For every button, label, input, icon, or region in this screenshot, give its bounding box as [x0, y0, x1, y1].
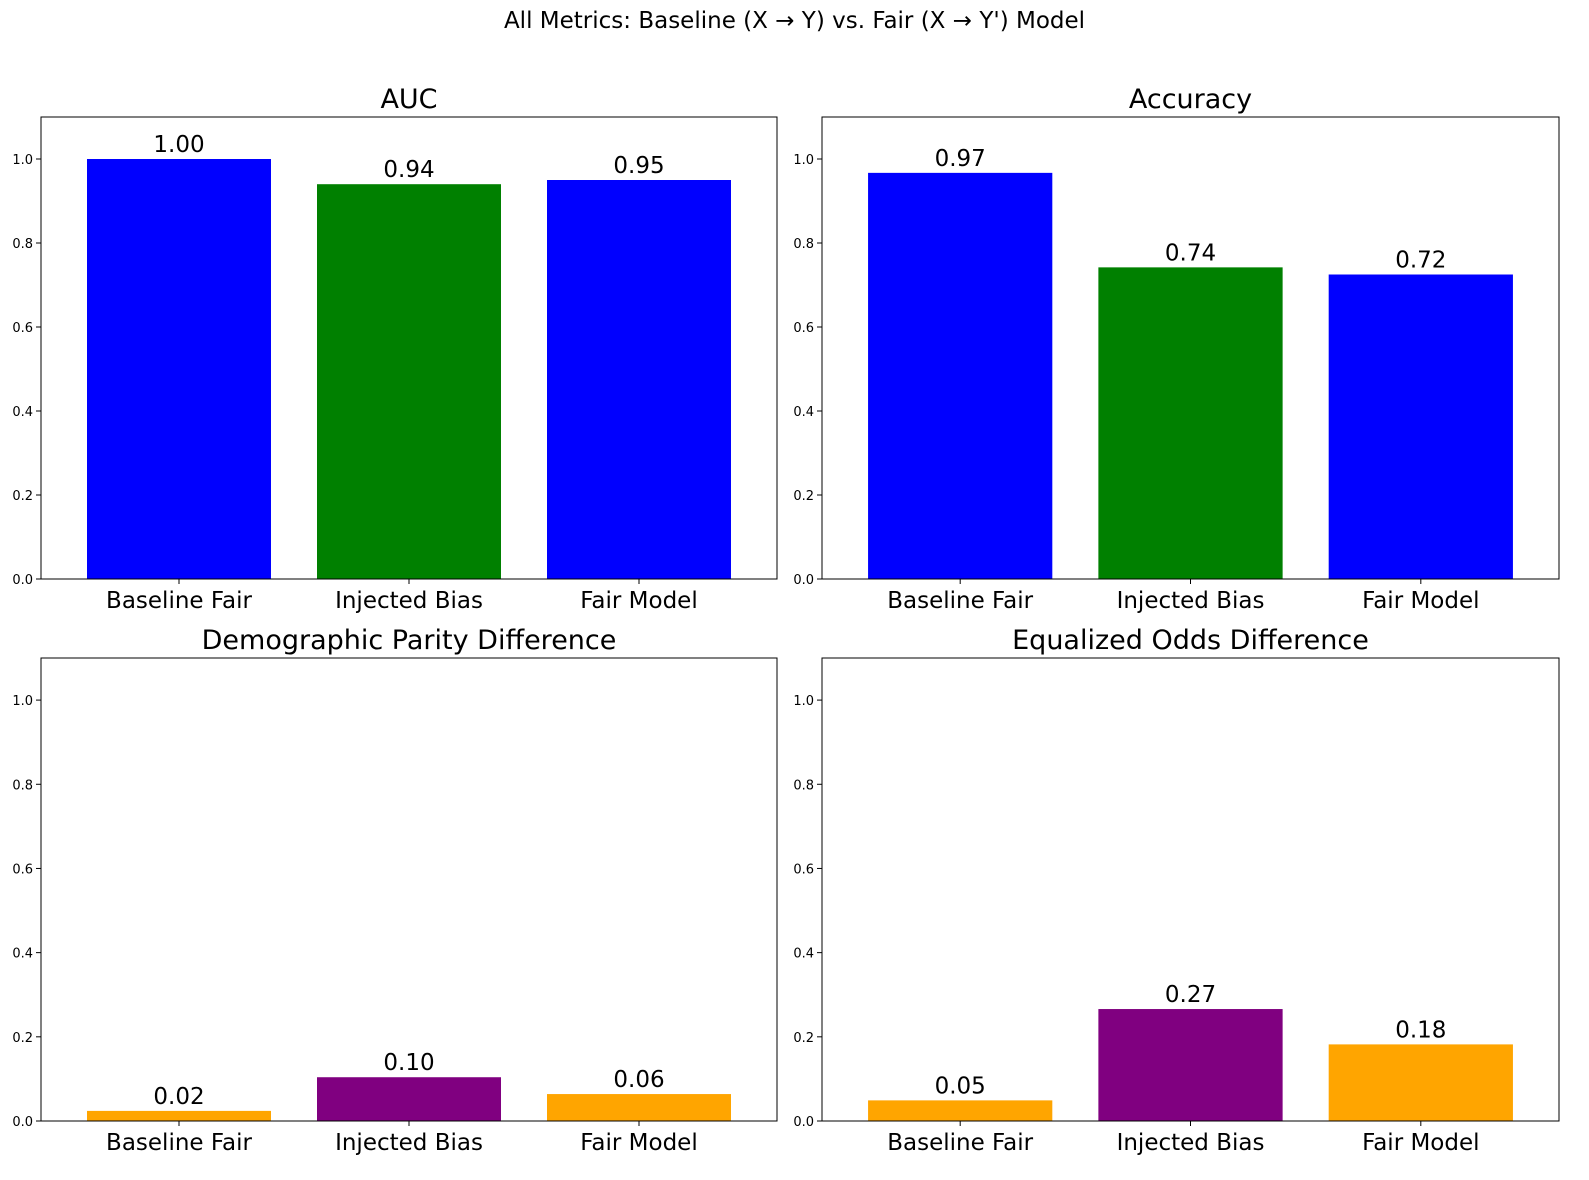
equalized-odds-bar-injected-bias	[1098, 1009, 1283, 1121]
accuracy-data-label: 0.72	[1395, 248, 1446, 274]
demographic-parity-x-tick-label: Baseline Fair	[106, 1130, 252, 1156]
accuracy-y-tick-label: 0.2	[793, 489, 814, 504]
figure-suptitle: All Metrics: Baseline (X → Y) vs. Fair (…	[504, 8, 1085, 34]
equalized-odds-x-tick-label: Baseline Fair	[887, 1130, 1033, 1156]
auc-y-tick-label: 0.4	[12, 405, 33, 420]
equalized-odds-y-tick-label: 0.2	[793, 1031, 814, 1046]
equalized-odds-y-tick-label: 1.0	[793, 694, 814, 709]
accuracy-y-tick-label: 0.0	[793, 573, 814, 588]
accuracy-title: Accuracy	[1129, 84, 1252, 115]
auc-bar-baseline-fair	[87, 159, 271, 579]
accuracy-y-tick-label: 0.6	[793, 321, 814, 336]
accuracy-x-tick-label: Baseline Fair	[887, 588, 1033, 614]
auc-y-tick-label: 0.6	[12, 321, 33, 336]
accuracy-axes-frame	[821, 116, 1560, 580]
demographic-parity-y-tick-label: 0.6	[12, 862, 33, 877]
equalized-odds-data-label: 0.27	[1165, 982, 1216, 1008]
auc-data-label: 0.95	[613, 153, 664, 179]
accuracy-x-tick-label: Injected Bias	[1117, 588, 1265, 614]
demographic-parity-x-tick-label: Fair Model	[580, 1130, 697, 1156]
demographic-parity-bar-baseline-fair	[87, 1110, 271, 1121]
demographic-parity-data-label: 0.02	[153, 1084, 204, 1110]
auc-x-tick-label: Fair Model	[580, 588, 697, 614]
equalized-odds-y-tick-label: 0.6	[793, 862, 814, 877]
equalized-odds-data-label: 0.05	[935, 1073, 986, 1099]
equalized-odds-axes-frame	[821, 657, 1560, 1122]
demographic-parity-title: Demographic Parity Difference	[202, 625, 617, 656]
auc-y-tick-label: 0.8	[12, 237, 33, 252]
auc-axes-frame	[40, 116, 778, 580]
accuracy-y-tick-label: 0.4	[793, 405, 814, 420]
auc-data-label: 0.94	[383, 157, 434, 183]
equalized-odds-bar-baseline-fair	[868, 1100, 1053, 1121]
demographic-parity-data-label: 0.10	[383, 1050, 434, 1076]
equalized-odds-y-tick-label: 0.0	[793, 1115, 814, 1130]
demographic-parity-y-tick-label: 0.0	[12, 1115, 33, 1130]
accuracy-data-label: 0.74	[1165, 240, 1216, 266]
demographic-parity-bar-fair-model	[547, 1094, 731, 1121]
chart-panel-demographic-parity: Demographic Parity Difference 0.02 Baselin…	[12, 625, 778, 1156]
equalized-odds-y-tick-label: 0.8	[793, 778, 814, 793]
demographic-parity-axes-frame	[40, 657, 778, 1122]
demographic-parity-x-tick-label: Injected Bias	[335, 1130, 483, 1156]
accuracy-bar-injected-bias	[1098, 267, 1283, 579]
auc-bar-injected-bias	[317, 184, 501, 579]
accuracy-y-tick-label: 0.8	[793, 237, 814, 252]
demographic-parity-y-tick-label: 0.4	[12, 947, 33, 962]
equalized-odds-x-tick-label: Injected Bias	[1117, 1130, 1265, 1156]
chart-panel-auc: AUC 1.00 Baseline Fair 0.94 Injected Bias 0.9…	[12, 84, 778, 614]
panels: AUC 1.00 Baseline Fair 0.94 Injected Bias 0.9…	[12, 84, 1560, 1156]
auc-y-tick-label: 1.0	[12, 153, 33, 168]
equalized-odds-y-tick-label: 0.4	[793, 947, 814, 962]
chart-panel-equalized-odds: Equalized Odds Difference 0.05 Baseline Fa…	[793, 625, 1560, 1156]
equalized-odds-data-label: 0.18	[1395, 1017, 1446, 1043]
auc-x-tick-label: Baseline Fair	[106, 588, 252, 614]
accuracy-bar-fair-model	[1328, 274, 1513, 579]
auc-x-tick-label: Injected Bias	[335, 588, 483, 614]
demographic-parity-bar-injected-bias	[317, 1077, 501, 1121]
equalized-odds-bar-fair-model	[1328, 1044, 1513, 1121]
auc-bar-fair-model	[547, 180, 731, 579]
demographic-parity-y-tick-label: 1.0	[12, 694, 33, 709]
demographic-parity-y-tick-label: 0.8	[12, 778, 33, 793]
equalized-odds-x-tick-label: Fair Model	[1362, 1130, 1479, 1156]
demographic-parity-y-tick-label: 0.2	[12, 1031, 33, 1046]
equalized-odds-title: Equalized Odds Difference	[1012, 625, 1369, 656]
accuracy-data-label: 0.97	[935, 146, 986, 172]
auc-title: AUC	[380, 84, 437, 115]
auc-y-tick-label: 0.0	[12, 573, 33, 588]
auc-data-label: 1.00	[153, 132, 204, 158]
auc-y-tick-label: 0.2	[12, 489, 33, 504]
accuracy-x-tick-label: Fair Model	[1362, 588, 1479, 614]
accuracy-bar-baseline-fair	[868, 172, 1053, 580]
chart-panel-accuracy: Accuracy 0.97 Baseline Fair 0.74 Injected Bi…	[793, 84, 1560, 614]
accuracy-y-tick-label: 1.0	[793, 153, 814, 168]
demographic-parity-data-label: 0.06	[613, 1067, 664, 1093]
